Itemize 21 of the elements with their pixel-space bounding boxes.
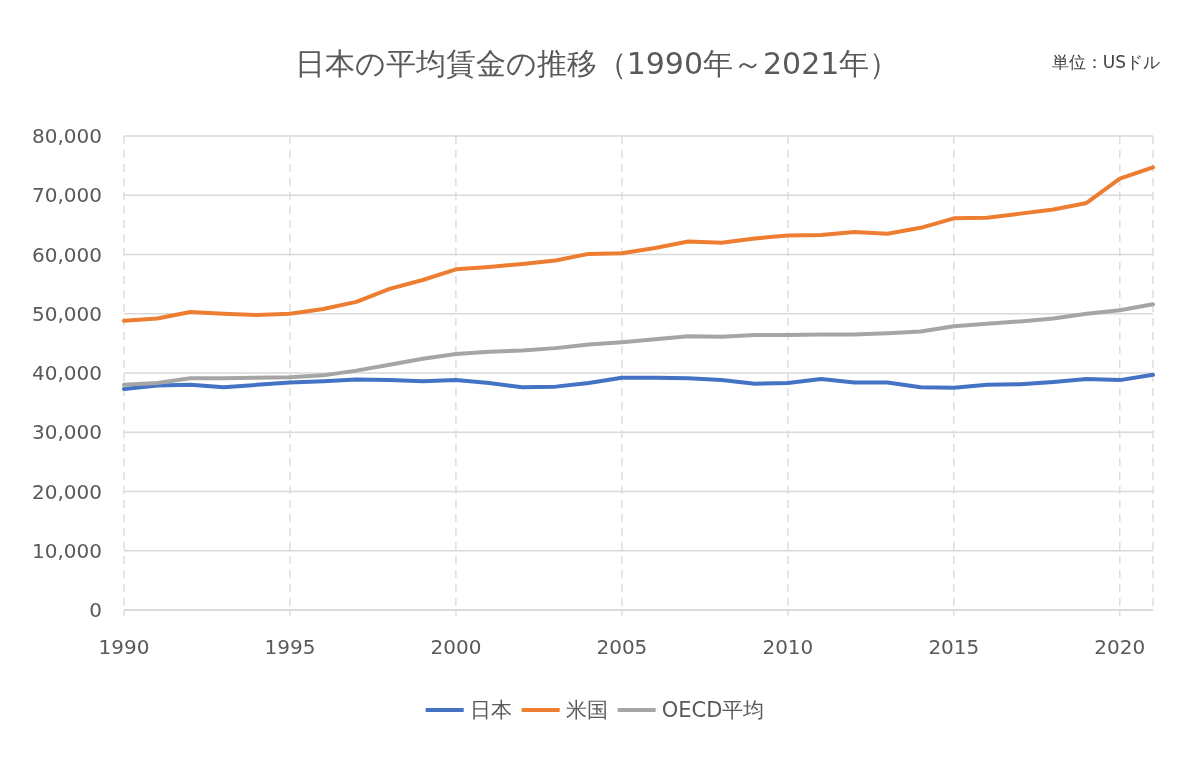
y-tick-label: 80,000 bbox=[32, 124, 102, 148]
legend-label: 日本 bbox=[469, 698, 512, 722]
x-tick-label: 2010 bbox=[762, 635, 814, 659]
y-tick-label: 10,000 bbox=[32, 538, 102, 563]
x-tick-label: 1990 bbox=[98, 635, 150, 659]
y-tick-label: 0 bbox=[89, 598, 102, 622]
text: 単位：USドル bbox=[1051, 52, 1160, 72]
legend-label: 米国 bbox=[565, 698, 608, 722]
legend-label: OECD平均 bbox=[661, 698, 765, 722]
x-tick-label: 1995 bbox=[264, 635, 316, 659]
x-tick-label: 2015 bbox=[928, 635, 980, 659]
y-tick-label: 60,000 bbox=[32, 242, 102, 267]
x-tick-label: 2020 bbox=[1094, 635, 1146, 659]
y-tick-label: 70,000 bbox=[32, 183, 102, 208]
y-tick-label: 40,000 bbox=[32, 361, 102, 385]
y-tick-label: 30,000 bbox=[32, 420, 102, 445]
chart-title: 日本の平均賃金の推移（1990年～2021年） bbox=[294, 46, 900, 81]
y-tick-label: 50,000 bbox=[32, 301, 102, 326]
x-tick-label: 2005 bbox=[596, 635, 648, 659]
y-tick-label: 20,000 bbox=[32, 479, 102, 504]
x-tick-label: 2000 bbox=[430, 635, 482, 659]
